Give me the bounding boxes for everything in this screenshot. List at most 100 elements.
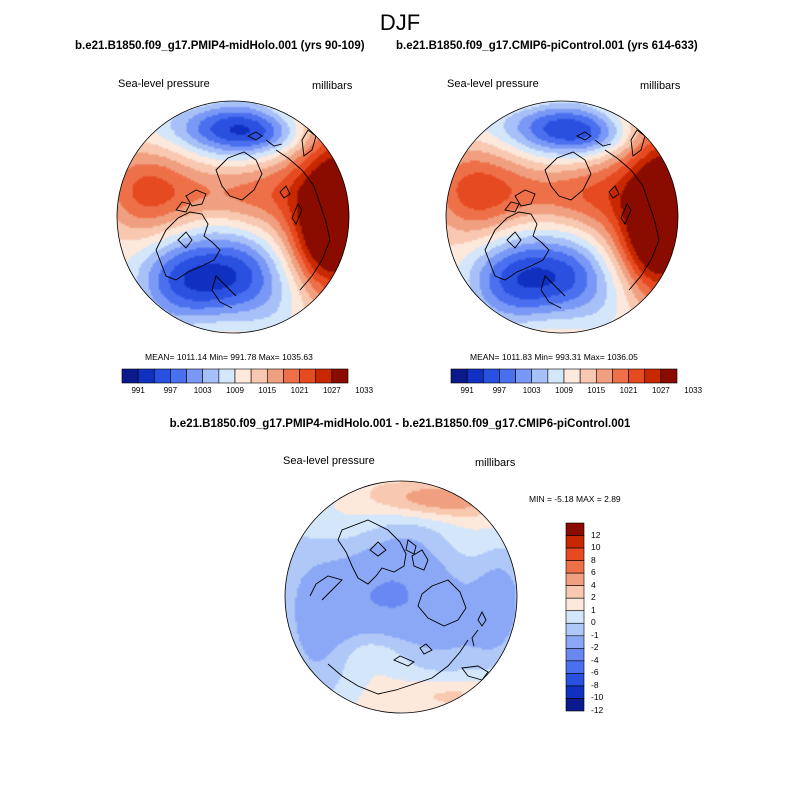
- colorbar-swatch: [565, 535, 585, 549]
- colorbar-swatch: [565, 622, 585, 637]
- colorbar-tick-label: 1015: [587, 386, 606, 395]
- coastlines: [309, 519, 489, 695]
- panel-2-field-label: Sea-level pressure: [447, 78, 539, 90]
- colorbar-swatch: [450, 368, 468, 384]
- colorbar-swatch: [315, 368, 333, 384]
- colorbar-swatch: [565, 560, 585, 574]
- panel-3-units-label: millibars: [475, 457, 516, 469]
- colorbar-tick-label: 12: [591, 529, 601, 540]
- colorbar-tick-label: 1021: [619, 386, 638, 395]
- colorbar-swatch: [234, 368, 252, 384]
- colorbar-swatch: [563, 368, 581, 384]
- colorbar-swatch: [299, 368, 317, 384]
- panel-2-title: b.e21.B1850.f09_g17.CMIP6-piControl.001 …: [396, 40, 698, 52]
- colorbar-tick-label: 10: [591, 542, 601, 553]
- panel-3-field-label: Sea-level pressure: [283, 455, 375, 467]
- colorbar-swatch: [628, 368, 646, 384]
- colorbar-swatch: [531, 368, 549, 384]
- colorbar-tick-label: 6: [591, 567, 596, 578]
- colorbar-swatch: [565, 635, 585, 649]
- map-boundary: [284, 480, 518, 714]
- colorbar-swatch: [170, 368, 187, 384]
- colorbar-tick-label: 997: [492, 386, 507, 395]
- colorbar-tick-label: -8: [591, 679, 599, 690]
- colorbar-swatch: [218, 368, 236, 384]
- colorbar-swatch: [547, 368, 565, 384]
- pressure-field: [117, 101, 349, 333]
- colorbar-swatch: [466, 368, 484, 384]
- colorbar-swatch: [515, 368, 533, 384]
- colorbar-tick-label: 1027: [651, 386, 670, 395]
- panel-2-colorbar: [450, 368, 678, 384]
- colorbar-swatch: [644, 368, 662, 384]
- colorbar-tick-label: 8: [591, 554, 596, 565]
- colorbar-swatch: [137, 368, 155, 384]
- colorbar-swatch: [499, 368, 516, 384]
- pressure-field: [446, 101, 678, 333]
- colorbar-tick-label: -12: [591, 705, 604, 715]
- colorbar-tick-label: -4: [591, 654, 599, 665]
- colorbar-tick-label: 4: [591, 579, 596, 590]
- colorbar-tick-label: 2: [591, 592, 596, 603]
- diff-title: b.e21.B1850.f09_g17.PMIP4-midHolo.001 - …: [169, 418, 631, 430]
- colorbar-swatch: [565, 522, 585, 536]
- colorbar-swatch: [186, 368, 204, 384]
- colorbar-swatch: [565, 547, 585, 561]
- colorbar-swatch: [266, 368, 284, 384]
- coastlines: [484, 129, 660, 309]
- panel-1-stats: MEAN= 1011.14 Min= 991.78 Max= 1035.63: [145, 352, 313, 362]
- colorbar-swatch: [565, 597, 585, 612]
- colorbar-swatch: [565, 660, 585, 674]
- colorbar-tick-label: 1009: [226, 386, 244, 395]
- colorbar-tick-label: 991: [131, 386, 145, 395]
- colorbar-tick-label: 1003: [522, 386, 541, 395]
- colorbar-swatch: [579, 368, 597, 384]
- colorbar-tick-label: -10: [591, 692, 604, 703]
- panel-3-stats: MIN = -5.18 MAX = 2.89: [529, 494, 621, 504]
- colorbar-tick-label: -1: [591, 629, 599, 640]
- colorbar-swatch: [121, 368, 139, 384]
- colorbar-swatch: [250, 368, 268, 384]
- colorbar-tick-label: 991: [460, 386, 474, 395]
- panel-3-map: [284, 480, 518, 714]
- colorbar-swatch: [565, 610, 585, 624]
- colorbar-swatch: [595, 368, 613, 384]
- panel-1-units-label: millibars: [312, 80, 353, 92]
- colorbar-swatch: [565, 673, 585, 687]
- colorbar-tick-label: 1009: [555, 386, 573, 395]
- colorbar-swatch: [202, 368, 220, 384]
- panel-1-map: [116, 100, 350, 334]
- colorbar-tick-label: 1033: [684, 386, 703, 395]
- colorbar-tick-label: 0: [591, 617, 596, 628]
- panel-2-map: [445, 100, 679, 334]
- colorbar-swatch: [612, 368, 629, 384]
- colorbar-swatch: [565, 685, 585, 699]
- colorbar-tick-label: -6: [591, 667, 599, 678]
- map-boundary: [116, 100, 350, 334]
- colorbar-swatch: [565, 698, 585, 712]
- colorbar-tick-label: 1033: [355, 386, 374, 395]
- colorbar-tick-label: -2: [591, 642, 599, 653]
- colorbar-tick-label: 1003: [193, 386, 212, 395]
- colorbar-tick-label: 997: [163, 386, 178, 395]
- panel-2-units-label: millibars: [640, 80, 681, 92]
- colorbar-swatch: [660, 368, 678, 384]
- colorbar-swatch: [482, 368, 500, 384]
- map-boundary: [445, 100, 679, 334]
- colorbar-swatch: [331, 368, 349, 384]
- panel-1-colorbar: [121, 368, 349, 384]
- pressure-field: [285, 481, 517, 713]
- colorbar-tick-label: 1021: [290, 386, 309, 395]
- panel-2-stats: MEAN= 1011.83 Min= 993.31 Max= 1036.05: [470, 352, 638, 362]
- colorbar-swatch: [565, 648, 585, 662]
- colorbar-swatch: [565, 572, 585, 586]
- colorbar-tick-label: 1015: [258, 386, 277, 395]
- panel-1-title: b.e21.B1850.f09_g17.PMIP4-midHolo.001 (y…: [75, 40, 365, 52]
- colorbar-swatch: [565, 585, 585, 599]
- colorbar-tick-label: 1: [591, 604, 596, 615]
- colorbar-swatch: [153, 368, 171, 384]
- colorbar-swatch: [283, 368, 300, 384]
- figure-title: DJF: [379, 10, 421, 35]
- coastlines: [155, 129, 331, 309]
- panel-3-colorbar: [565, 522, 585, 712]
